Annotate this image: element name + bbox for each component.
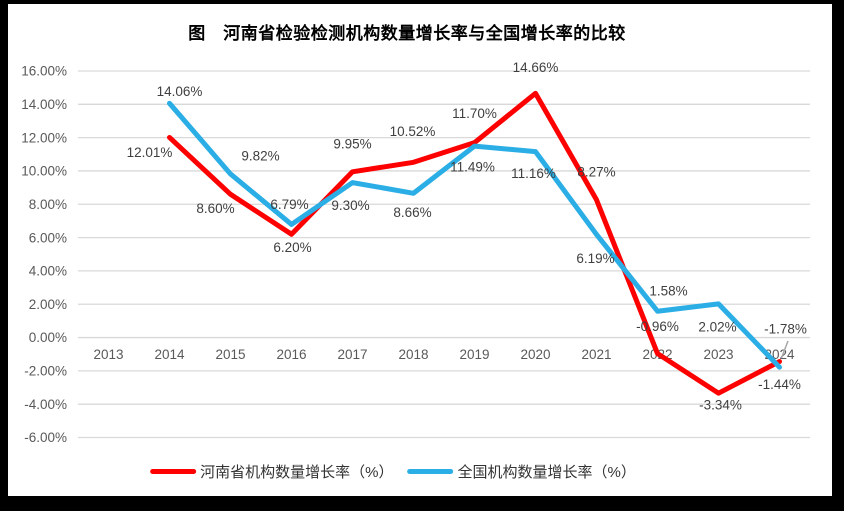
y-tick-label: 12.00% bbox=[21, 130, 67, 145]
data-label: 12.01% bbox=[127, 145, 173, 160]
screen-edge-left bbox=[0, 0, 8, 511]
y-tick-label: 0.00% bbox=[29, 330, 67, 345]
data-label: 14.66% bbox=[513, 60, 559, 75]
data-label: 9.95% bbox=[333, 136, 371, 151]
data-label: 6.19% bbox=[576, 251, 614, 266]
x-tick-label: 2020 bbox=[520, 347, 550, 362]
y-tick-label: 2.00% bbox=[29, 297, 67, 312]
screen-edge-right bbox=[832, 0, 844, 511]
data-label: 8.27% bbox=[577, 164, 615, 179]
x-tick-label: 2013 bbox=[93, 347, 123, 362]
x-tick-label: 2023 bbox=[703, 347, 733, 362]
data-label: 1.58% bbox=[649, 284, 687, 299]
data-label: 8.66% bbox=[393, 205, 431, 220]
chart-title: 图 河南省检验检测机构数量增长率与全国增长率的比较 bbox=[188, 24, 626, 43]
y-tick-label: 4.00% bbox=[29, 264, 67, 279]
x-tick-label: 2017 bbox=[337, 347, 367, 362]
x-tick-label: 2018 bbox=[398, 347, 428, 362]
legend-item-national: 全国机构数量增长率（%） bbox=[407, 461, 636, 482]
data-label: -0.96% bbox=[636, 319, 679, 334]
y-tick-label: 10.00% bbox=[21, 164, 67, 179]
label-leader-line bbox=[780, 340, 789, 359]
data-label: 9.82% bbox=[241, 148, 279, 163]
data-label: 9.30% bbox=[331, 198, 369, 213]
data-label: -1.44% bbox=[758, 377, 801, 392]
legend-label-national: 全国机构数量增长率（%） bbox=[457, 464, 636, 481]
y-tick-label: 14.00% bbox=[21, 97, 67, 112]
screen-edge-bottom bbox=[0, 496, 844, 511]
screen-edge-top bbox=[0, 0, 844, 4]
x-tick-label: 2016 bbox=[276, 347, 306, 362]
x-tick-label: 2015 bbox=[215, 347, 245, 362]
chart-legend: 河南省机构数量增长率（%） 全国机构数量增长率（%） bbox=[150, 461, 636, 482]
y-tick-label: -4.00% bbox=[24, 397, 67, 412]
data-label: -1.78% bbox=[764, 322, 807, 337]
data-label: 11.49% bbox=[450, 160, 495, 175]
legend-line-swatch-national bbox=[407, 469, 454, 474]
legend-line-swatch-henan bbox=[150, 469, 197, 474]
y-tick-label: 8.00% bbox=[29, 197, 67, 212]
x-tick-label: 2019 bbox=[459, 347, 489, 362]
data-label: 11.70% bbox=[452, 106, 497, 121]
series-line-0 bbox=[167, 90, 782, 396]
data-label: 2.02% bbox=[698, 319, 736, 334]
data-label: 11.16% bbox=[511, 166, 556, 181]
y-tick-label: -2.00% bbox=[24, 364, 67, 379]
data-label: 6.20% bbox=[273, 240, 311, 255]
y-tick-label: 6.00% bbox=[29, 230, 67, 245]
legend-item-henan: 河南省机构数量增长率（%） bbox=[150, 461, 394, 482]
data-label: 14.06% bbox=[157, 84, 203, 99]
data-label: 8.60% bbox=[196, 201, 234, 216]
y-tick-label: 16.00% bbox=[21, 64, 67, 79]
x-tick-label: 2021 bbox=[581, 347, 611, 362]
data-label: 6.79% bbox=[270, 197, 308, 212]
series-line-1 bbox=[167, 100, 782, 370]
data-label: 10.52% bbox=[390, 124, 436, 139]
y-tick-label: -6.00% bbox=[24, 430, 67, 445]
x-tick-label: 2014 bbox=[154, 347, 185, 362]
data-label: -3.34% bbox=[699, 398, 742, 413]
legend-label-henan: 河南省机构数量增长率（%） bbox=[200, 464, 394, 481]
